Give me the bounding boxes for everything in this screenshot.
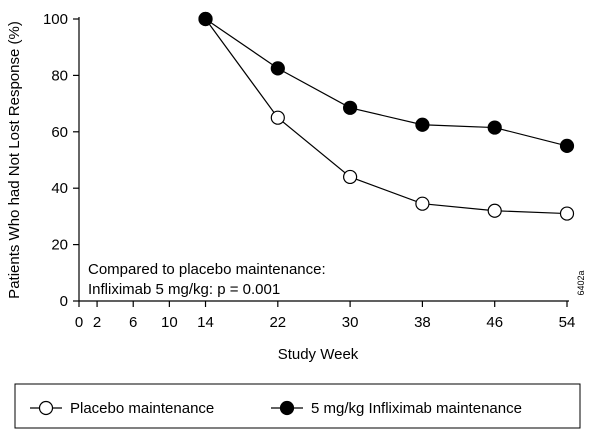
legend-box	[14, 383, 581, 429]
annotation-line-1: Compared to placebo maintenance:	[88, 261, 326, 278]
x-tick-label-46: 46	[486, 314, 503, 331]
y-tick-label-20: 20	[51, 237, 68, 254]
legend-marker-placebo	[38, 400, 54, 416]
y-tick-label-100: 100	[43, 11, 68, 28]
series-line-0	[205, 18, 568, 215]
data-point-s1-22	[270, 61, 285, 76]
x-tick-label-38: 38	[414, 314, 431, 331]
data-point-s0-22	[270, 110, 285, 125]
x-tick-label-2: 2	[93, 314, 101, 331]
x-tick-label-30: 30	[342, 314, 359, 331]
data-point-s1-14	[198, 11, 213, 27]
x-tick-label-22: 22	[269, 314, 286, 331]
x-axis-title: Study Week	[278, 346, 359, 363]
x-tick-label-0: 0	[75, 314, 83, 331]
legend: Placebo maintenance 5 mg/kg Infliximab m…	[14, 383, 581, 429]
data-point-s0-54	[559, 206, 575, 221]
data-point-s1-38	[415, 117, 430, 132]
series-points	[198, 11, 575, 221]
data-point-s1-30	[343, 100, 358, 115]
legend-label-placebo: Placebo maintenance	[70, 400, 214, 417]
x-tick-label-10: 10	[161, 314, 178, 331]
series-line-1	[205, 18, 568, 147]
x-tick-label-54: 54	[559, 314, 576, 331]
data-point-s1-54	[559, 138, 575, 153]
figure-code: 6402a	[576, 270, 586, 295]
y-tick-label-40: 40	[51, 180, 68, 197]
x-tick-label-14: 14	[197, 314, 214, 331]
data-point-s0-38	[415, 196, 430, 211]
legend-label-infliximab: 5 mg/kg Infliximab maintenance	[311, 400, 522, 417]
x-tick-label-6: 6	[129, 314, 137, 331]
y-axis-title: Patients Who had Not Lost Response (%)	[6, 21, 23, 299]
axes	[78, 17, 569, 302]
data-point-s1-46	[487, 120, 502, 135]
y-tick-label-80: 80	[51, 67, 68, 84]
annotation-line-2: Infliximab 5 mg/kg: p = 0.001	[88, 281, 280, 298]
y-tick-label-60: 60	[51, 124, 68, 141]
series-lines	[205, 18, 568, 215]
data-point-s0-46	[487, 203, 502, 218]
y-tick-label-0: 0	[60, 293, 68, 310]
data-point-s0-30	[343, 169, 358, 185]
legend-marker-infliximab	[279, 400, 295, 416]
